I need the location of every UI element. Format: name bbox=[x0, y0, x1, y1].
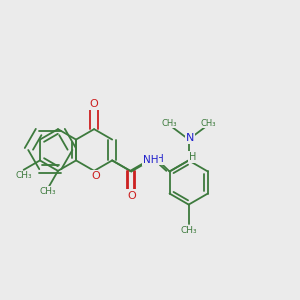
Text: H: H bbox=[189, 152, 196, 162]
Text: O: O bbox=[126, 190, 135, 200]
Text: N: N bbox=[186, 133, 194, 142]
Text: CH₃: CH₃ bbox=[39, 187, 56, 196]
Text: CH₃: CH₃ bbox=[162, 118, 177, 127]
Text: O: O bbox=[127, 191, 136, 201]
Text: CH₃: CH₃ bbox=[180, 226, 197, 235]
Text: NH: NH bbox=[143, 154, 158, 164]
Text: CH₃: CH₃ bbox=[15, 171, 32, 180]
Text: CH₃: CH₃ bbox=[200, 118, 216, 127]
Text: O: O bbox=[91, 171, 100, 182]
Text: NH: NH bbox=[149, 154, 164, 164]
Text: O: O bbox=[90, 99, 98, 109]
